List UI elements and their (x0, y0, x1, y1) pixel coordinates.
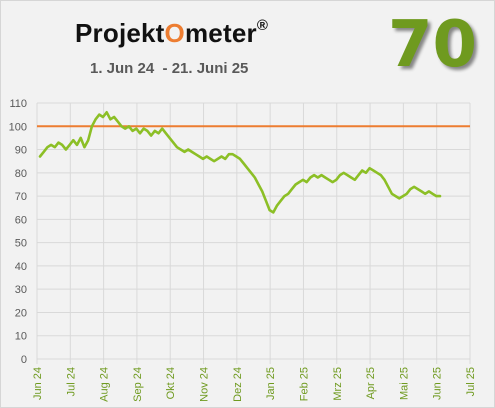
registered-mark: ® (256, 17, 269, 35)
y-tick-label: 70 (15, 191, 27, 203)
chart-subtitle: 1. Jun 24 - 21. Juni 25 (90, 60, 249, 77)
chart-title: ProjektOmeter® (75, 17, 269, 49)
x-tick-label: Sep 24 (132, 367, 144, 402)
x-tick-label: Nov 24 (199, 367, 211, 402)
title-prefix: Projekt (75, 18, 165, 48)
x-tick-label: Jul 25 (465, 367, 477, 396)
x-tick-label: Mrz 25 (332, 367, 344, 401)
y-tick-label: 60 (15, 214, 27, 226)
y-tick-label: 110 (9, 98, 27, 110)
y-tick-label: 30 (15, 284, 27, 296)
score-value: 70 (388, 8, 478, 82)
title-suffix: meter (184, 18, 257, 48)
x-tick-label: Apr 25 (365, 367, 377, 399)
y-tick-label: 0 (21, 354, 27, 366)
x-tick-label: Dez 24 (232, 367, 244, 402)
x-tick-label: Jan 25 (265, 367, 277, 400)
y-tick-label: 90 (15, 145, 27, 157)
y-tick-label: 40 (15, 261, 27, 273)
x-tick-label: Feb 25 (298, 367, 310, 401)
x-tick-label: Aug 24 (99, 367, 111, 402)
x-tick-label: Jun 25 (432, 367, 444, 400)
series-line (38, 111, 442, 214)
y-tick-label: 20 (15, 307, 27, 319)
y-tick-label: 50 (15, 238, 27, 250)
x-tick-label: Jul 24 (65, 367, 77, 396)
x-tick-label: Okt 24 (165, 367, 177, 399)
title-o-letter: O (164, 18, 185, 48)
x-tick-label: Mai 25 (398, 367, 410, 400)
y-tick-label: 80 (15, 168, 27, 180)
x-tick-label: Jun 24 (32, 367, 44, 400)
y-tick-label: 10 (15, 331, 27, 343)
y-tick-label: 100 (9, 121, 27, 133)
